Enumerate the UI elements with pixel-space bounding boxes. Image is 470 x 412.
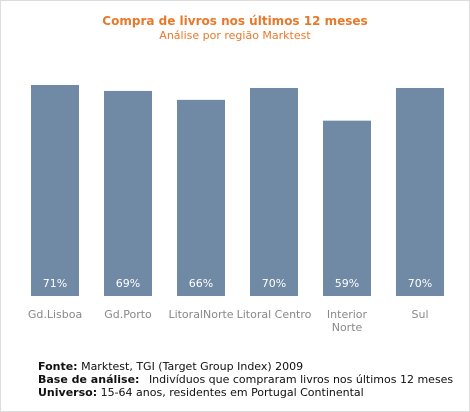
- bar-value-label: 66%: [189, 277, 213, 290]
- bar-gd-lisboa: [31, 85, 79, 296]
- chart-subtitle: Análise por região Marktest: [159, 29, 311, 42]
- bar-chart: 71% Gd.Lisboa 69% Gd.Porto 66% LitoralNorte 70…: [28, 85, 444, 334]
- bar-interior-norte: [323, 120, 371, 296]
- universe-label: Universo:: [38, 386, 98, 399]
- base-label: Base de análise:: [38, 373, 140, 386]
- bar-sul: [396, 87, 444, 296]
- universe-text: 15-64 anos, residentes em Portugal Conti…: [100, 386, 364, 399]
- footer-universe: Universo: 15-64 anos, residentes em Port…: [38, 386, 453, 399]
- base-text: Indivíduos que compraram livros nos últi…: [148, 373, 454, 386]
- category-tick-label: LitoralNorte: [168, 308, 233, 321]
- category-tick-label: Interior: [327, 308, 368, 321]
- bar-value-label: 70%: [408, 277, 432, 290]
- chart-footer: Fonte: Marktest, TGI (Target Group Index…: [38, 360, 453, 399]
- bar-litoral-centro: [250, 87, 298, 296]
- footer-base: Base de análise: Indivíduos que comprara…: [38, 373, 453, 386]
- category-tick-label: Gd.Porto: [104, 308, 152, 321]
- footer-source: Fonte: Marktest, TGI (Target Group Index…: [38, 360, 453, 373]
- category-tick-label: Gd.Lisboa: [28, 308, 82, 321]
- bar-value-label: 70%: [262, 277, 286, 290]
- bar-gd-porto: [104, 90, 152, 296]
- category-tick-label: Norte: [332, 321, 363, 334]
- bar-value-label: 69%: [116, 277, 140, 290]
- category-tick-label: Litoral Centro: [237, 308, 312, 321]
- chart-title: Compra de livros nos últimos 12 meses: [102, 14, 368, 28]
- bar-value-label: 71%: [43, 277, 67, 290]
- source-text: Marktest, TGI (Target Group Index) 2009: [81, 360, 304, 373]
- category-tick-label: Sul: [411, 308, 428, 321]
- source-label: Fonte:: [38, 360, 78, 373]
- bar-litoralnorte: [177, 99, 225, 296]
- bar-value-label: 59%: [335, 277, 359, 290]
